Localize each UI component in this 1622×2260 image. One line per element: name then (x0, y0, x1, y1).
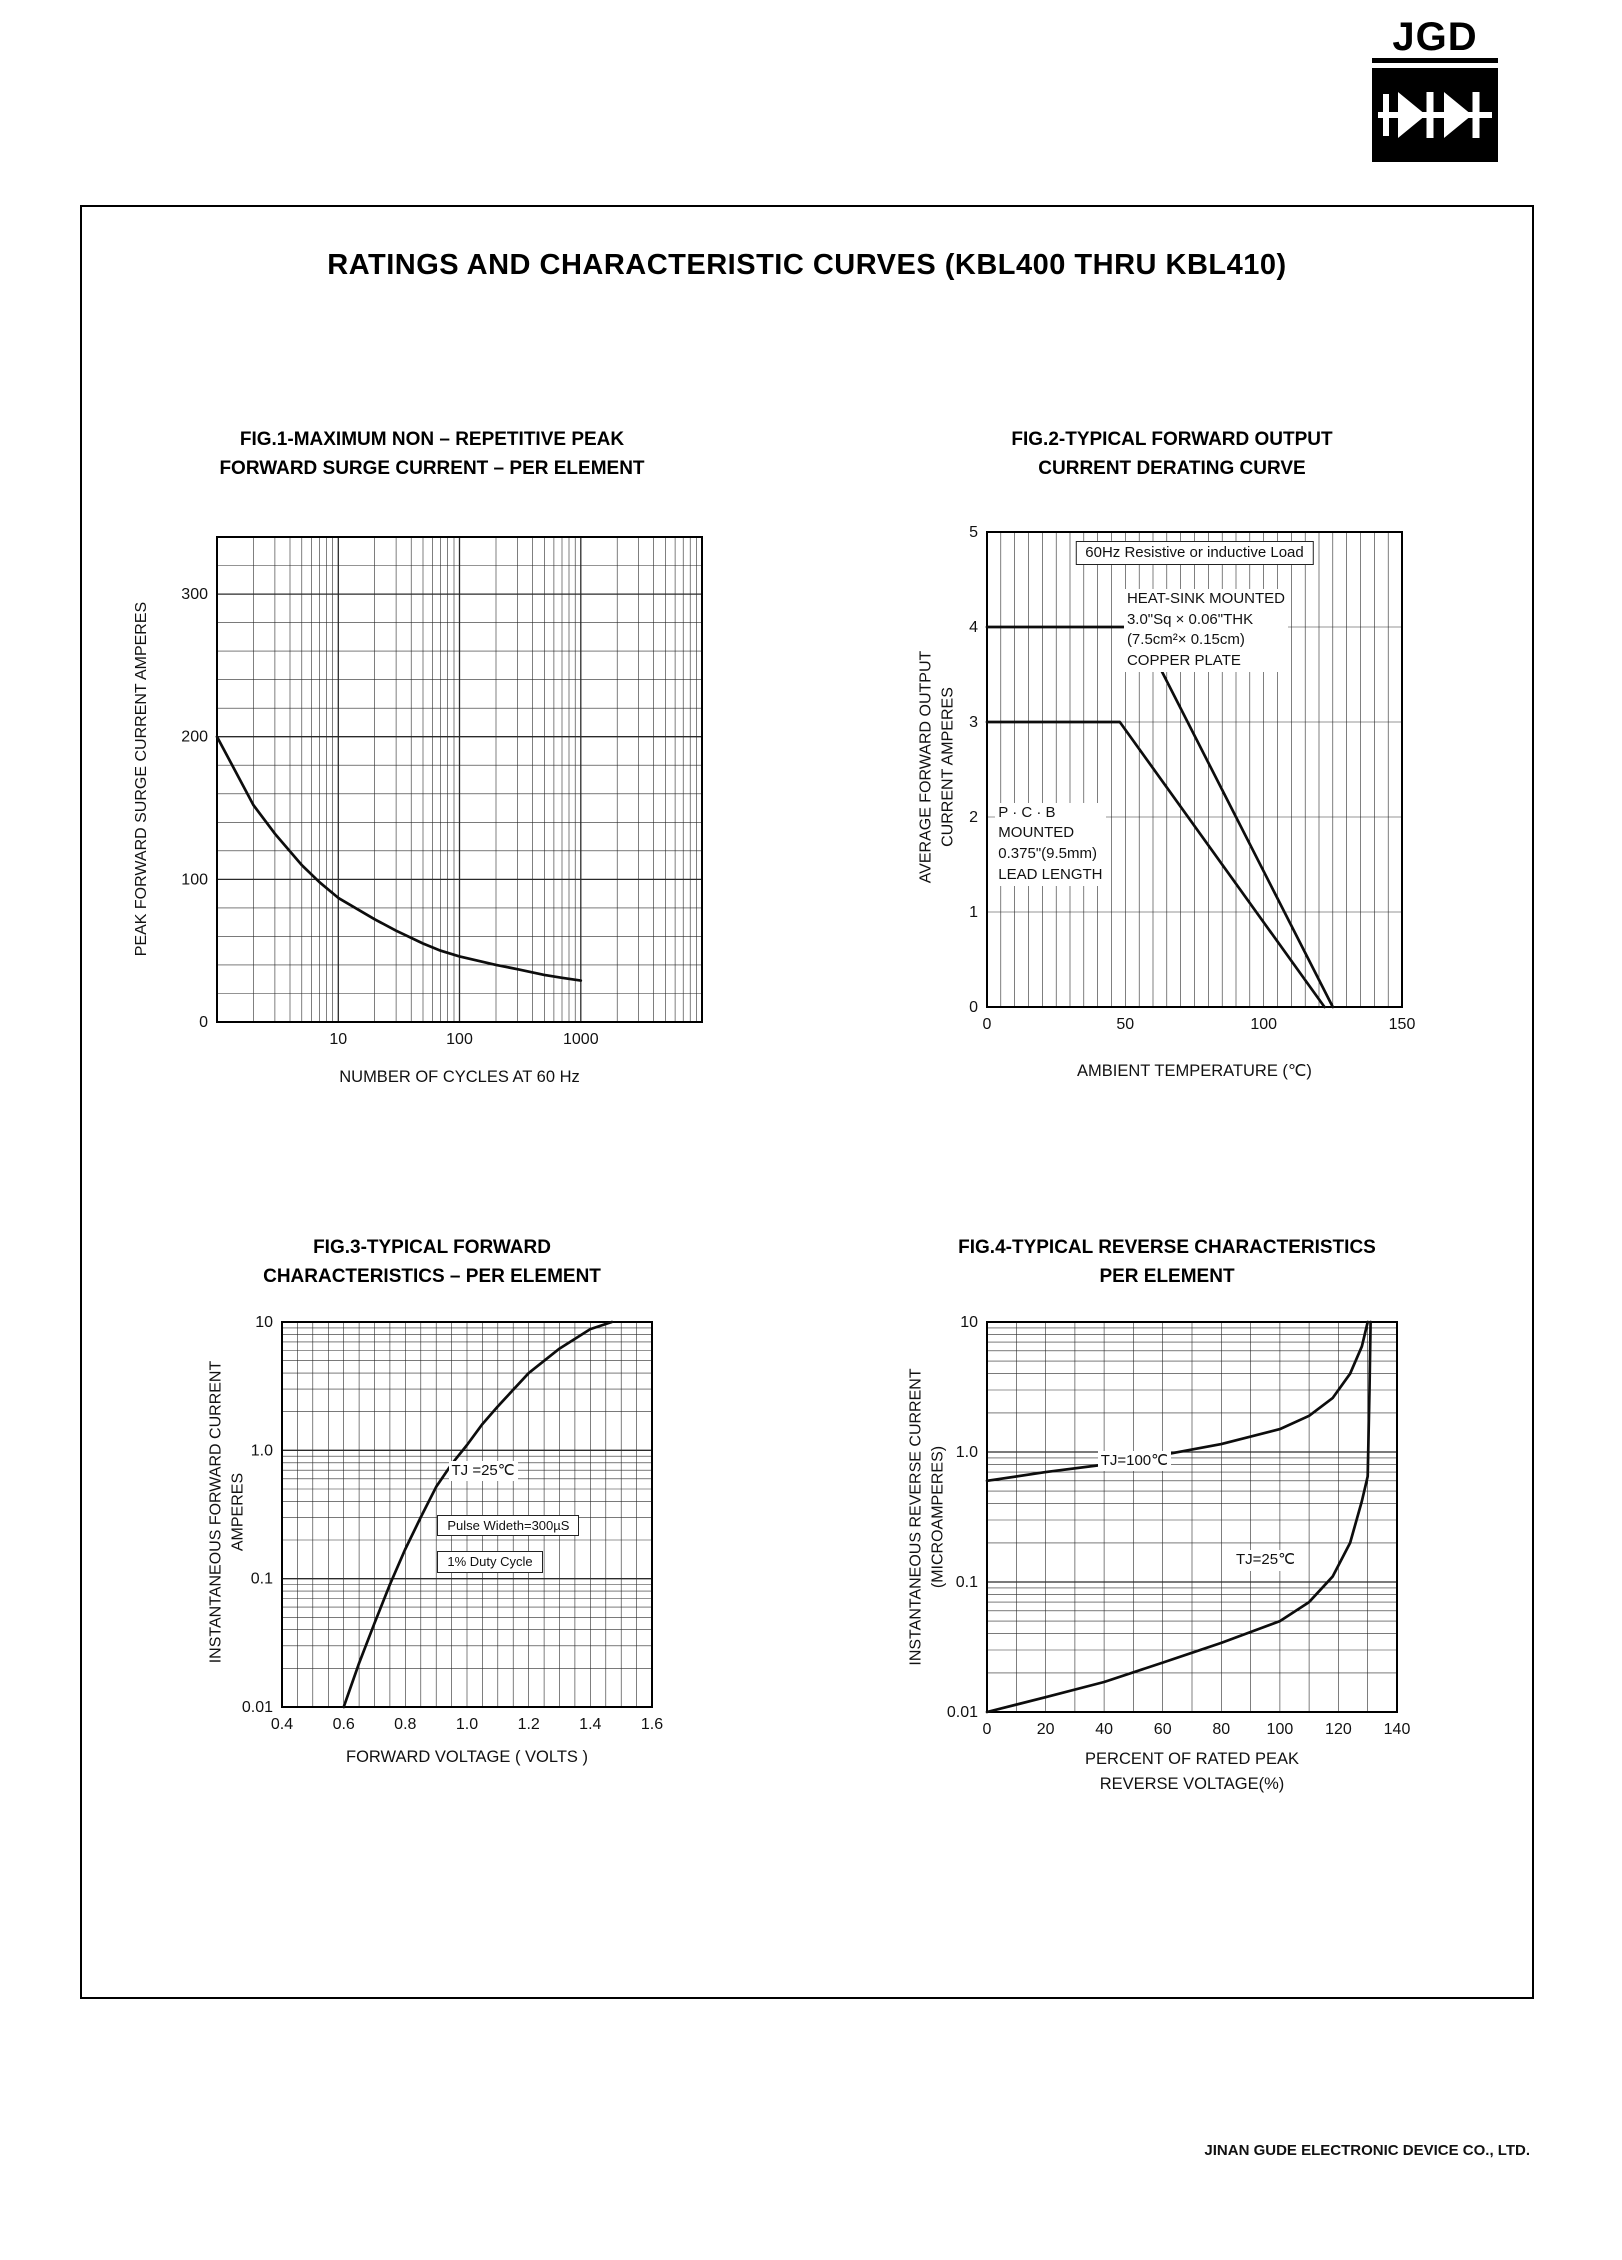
fig2-title: FIG.2-TYPICAL FORWARD OUTPUT CURRENT DER… (912, 425, 1432, 484)
svg-text:120: 120 (1325, 1721, 1352, 1738)
svg-text:60: 60 (1154, 1721, 1172, 1738)
svg-text:0.01: 0.01 (947, 1704, 978, 1721)
fig1-title: FIG.1-MAXIMUM NON – REPETITIVE PEAK FORW… (202, 425, 662, 484)
fig2-plot: 0 50 100 150 0 1 2 3 4 5 60Hz Resistive or inducti… (969, 524, 1415, 1033)
svg-text:0.8: 0.8 (394, 1716, 416, 1733)
chart-annotation: P · C · B MOUNTED 0.375"(9.5mm) LEAD LENGTH (995, 802, 1106, 886)
svg-text:80: 80 (1212, 1721, 1230, 1738)
fig3-title-line1: FIG.3-TYPICAL FORWARD (313, 1237, 551, 1258)
svg-text:10: 10 (329, 1031, 347, 1048)
chart-annotation: TJ=100℃ (1097, 1450, 1171, 1472)
brand-logo: JGD (1372, 16, 1498, 162)
svg-text:1000: 1000 (563, 1031, 599, 1048)
fig4-y-axis-label-line1: INSTANTANEOUS REVERSE CURRENT (907, 1368, 925, 1666)
svg-text:300: 300 (181, 586, 208, 603)
svg-text:0: 0 (983, 1721, 992, 1738)
fig3-plot: 0.4 0.6 0.8 1.0 1.2 1.4 1.6 0.01 0.1 1.0 10 TJ =25℃… (242, 1314, 663, 1733)
fig3-title-line2: CHARACTERISTICS – PER ELEMENT (263, 1266, 601, 1288)
svg-text:20: 20 (1037, 1721, 1055, 1738)
chart-annotation: Pulse Wideth=300µS (437, 1514, 580, 1537)
svg-text:0: 0 (983, 1016, 992, 1033)
fig2-title-line2: CURRENT DERATING CURVE (1038, 458, 1306, 480)
fig2-y-axis-label-line2: CURRENT AMPERES (939, 687, 956, 847)
svg-text:1.2: 1.2 (518, 1716, 540, 1733)
svg-text:4: 4 (969, 619, 978, 636)
svg-text:50: 50 (1116, 1016, 1134, 1033)
svg-text:10: 10 (255, 1314, 273, 1331)
svg-text:1.6: 1.6 (641, 1716, 663, 1733)
fig2-y-axis-label-line1: AVERAGE FORWARD OUTPUT (917, 650, 935, 884)
fig1-x-axis-label: NUMBER OF CYCLES AT 60 Hz (217, 1065, 702, 1090)
fig1-chart-canvas: 10 100 1000 0 100 200 300 (181, 536, 703, 1048)
svg-text:1.0: 1.0 (956, 1444, 978, 1461)
svg-text:0: 0 (199, 1014, 208, 1031)
fig3-title: FIG.3-TYPICAL FORWARD CHARACTERISTICS – … (202, 1233, 662, 1292)
footer-company: JINAN GUDE ELECTRONIC DEVICE CO., LTD. (1204, 2142, 1530, 2159)
fig1-title-line1: FIG.1-MAXIMUM NON – REPETITIVE PEAK (239, 429, 625, 450)
svg-text:40: 40 (1095, 1721, 1113, 1738)
svg-text:200: 200 (181, 729, 208, 746)
svg-text:0.01: 0.01 (242, 1699, 273, 1716)
fig1-plot: 10 100 1000 0 100 200 300 (181, 536, 703, 1048)
chart-annotation: TJ =25℃ (448, 1460, 518, 1482)
fig2-title-line1: FIG.2-TYPICAL FORWARD OUTPUT (1011, 429, 1333, 450)
svg-text:0.1: 0.1 (251, 1571, 273, 1588)
chart-annotation: TJ=25℃ (1233, 1550, 1298, 1571)
fig4-y-axis-label-line2: (MICROAMPERES) (929, 1445, 946, 1589)
svg-text:100: 100 (1267, 1721, 1294, 1738)
svg-text:5: 5 (969, 524, 978, 541)
fig1-y-axis-label: PEAK FORWARD SURGE CURRENT AMPERES (131, 602, 153, 956)
svg-text:0.1: 0.1 (956, 1574, 978, 1591)
fig4-title-line1: FIG.4-TYPICAL REVERSE CHARACTERISTICS (958, 1237, 1376, 1258)
svg-text:100: 100 (446, 1031, 473, 1048)
svg-text:100: 100 (181, 871, 208, 888)
fig3-x-axis-label-line1: FORWARD VOLTAGE ( VOLTS ) (345, 1748, 589, 1766)
fig3-x-axis-label: FORWARD VOLTAGE ( VOLTS ) (282, 1745, 652, 1770)
svg-text:1.0: 1.0 (251, 1442, 273, 1459)
brand-logo-mark (1372, 68, 1498, 162)
chart-annotation: 60Hz Resistive or inductive Load (1075, 540, 1314, 566)
fig1-title-line2: FORWARD SURGE CURRENT – PER ELEMENT (219, 458, 645, 480)
svg-text:1: 1 (969, 904, 978, 921)
svg-text:3: 3 (969, 714, 978, 731)
fig4-x-axis-label: PERCENT OF RATED PEAK REVERSE VOLTAGE(%) (987, 1747, 1397, 1797)
fig1-y-axis-label-line1: PEAK FORWARD SURGE CURRENT AMPERES (133, 601, 151, 957)
chart-annotation: HEAT-SINK MOUNTED 3.0"Sq × 0.06"THK (7.5cm… (1123, 589, 1289, 672)
svg-text:0.6: 0.6 (333, 1716, 355, 1733)
fig4-chart-canvas: 0 20 40 60 80 100 120 140 0.01 0.1 1.0 10 (947, 1314, 1411, 1738)
svg-text:0.4: 0.4 (271, 1716, 293, 1733)
svg-text:2: 2 (969, 809, 978, 826)
svg-text:150: 150 (1389, 1016, 1416, 1033)
page-title: RATINGS AND CHARACTERISTIC CURVES (KBL40… (327, 249, 1287, 281)
fig3-y-axis-label-line2: AMPERES (229, 1472, 246, 1552)
fig3-y-axis-label: INSTANTANEOUS FORWARD CURRENT AMPERES (205, 1361, 248, 1664)
content-frame: RATINGS AND CHARACTERISTIC CURVES (KBL40… (80, 205, 1534, 1999)
fig2-x-axis-label: AMBIENT TEMPERATURE (℃) (987, 1059, 1402, 1084)
brand-logo-text: JGD (1372, 16, 1498, 63)
fig2-x-axis-label-line1: AMBIENT TEMPERATURE (℃) (1077, 1062, 1312, 1080)
fig4-x-axis-label-line2: REVERSE VOLTAGE(%) (1099, 1774, 1285, 1793)
svg-text:140: 140 (1384, 1721, 1411, 1738)
svg-text:1.4: 1.4 (579, 1716, 601, 1733)
fig4-title: FIG.4-TYPICAL REVERSE CHARACTERISTICS PE… (887, 1233, 1447, 1292)
diode-bridge-icon (1378, 92, 1492, 138)
fig4-title-line2: PER ELEMENT (1099, 1266, 1235, 1288)
svg-text:0: 0 (969, 999, 978, 1016)
svg-text:100: 100 (1250, 1016, 1277, 1033)
svg-text:1.0: 1.0 (456, 1716, 478, 1733)
fig4-x-axis-label-line1: PERCENT OF RATED PEAK (1085, 1750, 1299, 1768)
fig2-y-axis-label: AVERAGE FORWARD OUTPUT CURRENT AMPERES (915, 651, 958, 884)
fig1-x-axis-label-line1: NUMBER OF CYCLES AT 60 Hz (339, 1068, 580, 1086)
fig4-y-axis-label: INSTANTANEOUS REVERSE CURRENT (MICROAMPE… (905, 1368, 948, 1665)
fig3-y-axis-label-line1: INSTANTANEOUS FORWARD CURRENT (207, 1360, 225, 1664)
chart-annotation: 1% Duty Cycle (437, 1551, 543, 1573)
fig4-plot: 0 20 40 60 80 100 120 140 0.01 0.1 1.0 10 TJ=100℃ TJ=… (947, 1314, 1411, 1738)
svg-text:10: 10 (960, 1314, 978, 1331)
